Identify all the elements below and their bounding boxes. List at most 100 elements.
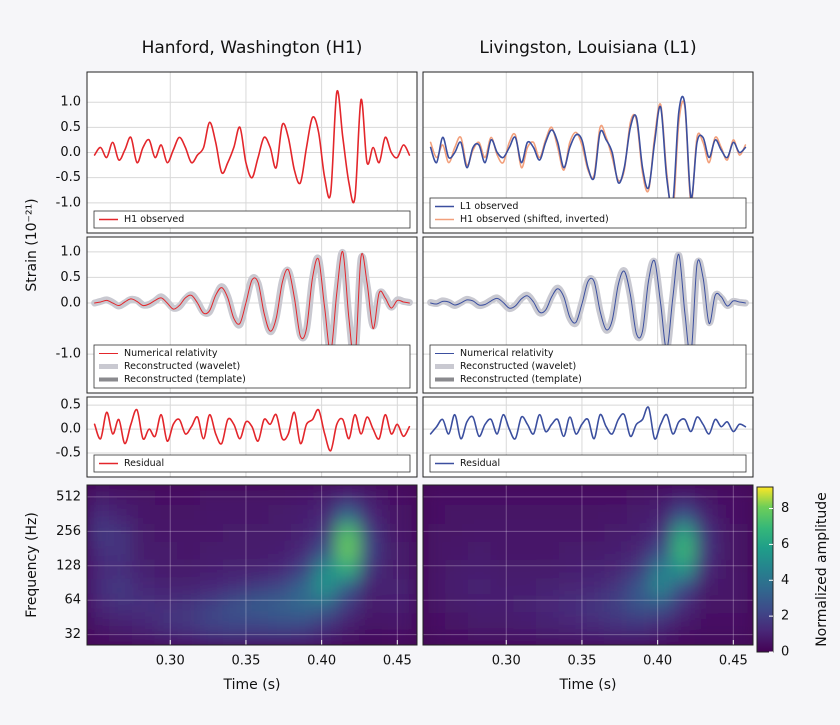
heatmap-cell (313, 522, 338, 542)
heatmap-cell (290, 485, 315, 505)
heatmap-cell (245, 522, 270, 542)
y-tick-label: -0.5 (56, 446, 81, 461)
heatmap-cell (581, 540, 606, 561)
heatmap-cell (558, 522, 583, 542)
heatmap-cell (222, 485, 247, 505)
y-tick-label: 0.5 (60, 270, 81, 285)
heatmap-cell (245, 611, 270, 630)
heatmap-cell (290, 593, 315, 613)
heatmap-cell (467, 611, 492, 630)
y-tick-label: 512 (56, 489, 81, 504)
heatmap-cell (290, 559, 315, 579)
heatmap-cell (268, 611, 292, 630)
heatmap-cell (445, 522, 469, 542)
heatmap-cell (358, 611, 383, 630)
y-tick-label: -0.5 (56, 170, 81, 185)
legend-box (429, 344, 747, 389)
heatmap-cell (717, 503, 753, 524)
heatmap-cell (381, 593, 417, 613)
heatmap-cell (467, 522, 492, 542)
heatmap-cell (109, 503, 133, 524)
heatmap-cell (717, 611, 753, 630)
heatmap-cell (222, 559, 247, 579)
heatmap-cell (154, 611, 179, 630)
heatmap-cell (490, 485, 515, 505)
heatmap-cell (672, 611, 696, 630)
heatmap-cell (423, 503, 447, 524)
heatmap-cell (513, 628, 538, 645)
heatmap-cell (109, 485, 133, 505)
heatmap-cell (200, 611, 224, 630)
colorbar-label: Normalized amplitude (814, 492, 830, 647)
heatmap-cell (222, 503, 247, 524)
heatmap-cell (336, 522, 360, 542)
plot-content (87, 397, 417, 477)
colorbar-tick-label: 4 (781, 573, 789, 588)
heatmap-cell (490, 593, 515, 613)
heatmap-cell (313, 485, 338, 505)
heatmap-cell (626, 628, 651, 645)
series-line (93, 89, 411, 204)
y-tick-label: -1.0 (56, 347, 81, 362)
heatmap-cell (581, 577, 606, 595)
heatmap-cell (154, 593, 179, 613)
y-tick-label: 128 (56, 558, 81, 573)
heatmap-cell (467, 577, 492, 595)
heatmap-cell (626, 577, 651, 595)
heatmap-cell (672, 628, 696, 645)
heatmap-cell (445, 559, 469, 579)
heatmap-cell (177, 611, 202, 630)
heatmap-cell (423, 559, 447, 579)
heatmap-cell (177, 540, 202, 561)
heatmap-cell (672, 522, 696, 542)
heatmap-cell (245, 577, 270, 595)
heatmap-cell (381, 485, 417, 505)
heatmap-cell (87, 503, 111, 524)
x-tick-label: 0.30 (492, 654, 521, 669)
heatmap-cell (513, 522, 538, 542)
legend-box (429, 197, 747, 229)
heatmap-cell (154, 540, 179, 561)
y-tick-label: 32 (64, 627, 81, 642)
plot-content (87, 485, 417, 645)
heatmap-cell (177, 628, 202, 645)
heatmap-cell (490, 611, 515, 630)
plot-frame (422, 71, 754, 234)
heatmap (423, 485, 753, 645)
heatmap-cell (268, 540, 292, 561)
heatmap-cell (154, 503, 179, 524)
heatmap-cell (626, 540, 651, 561)
heatmap-cell (131, 577, 156, 595)
heatmap-cell (626, 593, 651, 613)
heatmap-cell (313, 503, 338, 524)
heatmap-cell (490, 577, 515, 595)
x-axis-label: Time (s) (223, 677, 281, 693)
y-tick-label: 1.0 (60, 244, 81, 259)
heatmap-cell (423, 628, 447, 645)
plot-content (423, 237, 753, 393)
heatmap-cell (131, 522, 156, 542)
heatmap-cell (513, 485, 538, 505)
plot-content (423, 485, 753, 645)
heatmap-cell (694, 485, 719, 505)
heatmap-cell (423, 577, 447, 595)
heatmap-cell (536, 540, 560, 561)
heatmap-cell (558, 577, 583, 595)
heatmap-cell (649, 503, 674, 524)
heatmap-cell (536, 628, 560, 645)
heatmap-cell (381, 628, 417, 645)
heatmap-cell (423, 593, 447, 613)
heatmap-cell (109, 577, 133, 595)
heatmap-cell (604, 540, 628, 561)
heatmap-cell (649, 611, 674, 630)
heatmap-cell (672, 577, 696, 595)
heatmap-cell (154, 628, 179, 645)
plot-frame (86, 236, 418, 394)
heatmap-cell (717, 522, 753, 542)
series-line (94, 251, 410, 362)
heatmap-cell (268, 628, 292, 645)
heatmap-cell (581, 593, 606, 613)
y-tick-label: -1.0 (56, 195, 81, 210)
heatmap-cell (154, 522, 179, 542)
